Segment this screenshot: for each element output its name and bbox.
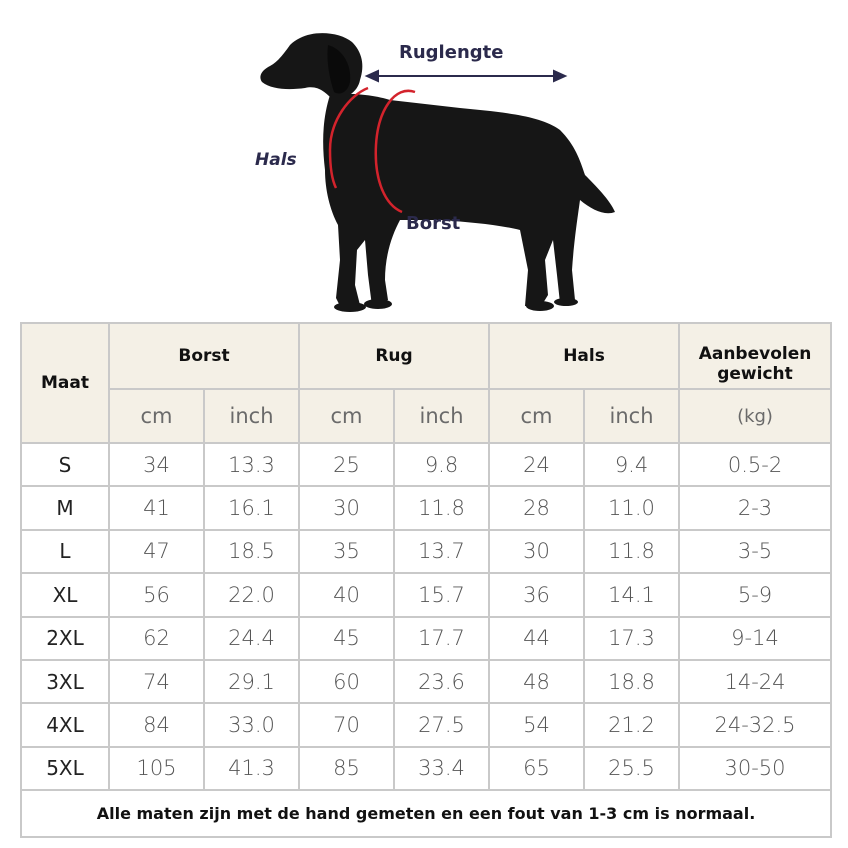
- cell-rug-cm: 70: [298, 702, 396, 748]
- cell-gewicht: 30-50: [678, 745, 833, 792]
- size-rows: S 34 13.3 25 9.8 24 9.4 0.5-2 M 41 16.1 30 11.8 28 11.…: [20, 441, 833, 792]
- header-maat: Maat: [20, 322, 110, 444]
- unit-gewicht: (kg): [678, 388, 833, 444]
- cell-borst-inch: 41.3: [202, 745, 301, 792]
- cell-borst-cm: 74: [108, 658, 205, 705]
- cell-borst-cm: 56: [108, 572, 205, 618]
- cell-hals-cm: 36: [488, 572, 586, 618]
- back-length-arrow: [364, 69, 568, 83]
- cell-hals-inch: 18.8: [583, 658, 681, 705]
- size-label: XL: [20, 572, 110, 618]
- cell-rug-inch: 17.7: [393, 615, 491, 661]
- cell-hals-cm: 54: [488, 702, 586, 748]
- cell-hals-cm: 44: [488, 615, 586, 661]
- table-row: XL 56 22.0 40 15.7 36 14.1 5-9: [20, 572, 833, 618]
- cell-hals-cm: 65: [488, 745, 586, 792]
- neck-label: Hals: [255, 150, 297, 170]
- cell-borst-inch: 16.1: [202, 485, 301, 531]
- cell-borst-cm: 105: [108, 745, 205, 792]
- cell-hals-inch: 11.0: [583, 485, 681, 531]
- size-label: L: [20, 528, 110, 575]
- size-table: Maat Borst Rug Hals Aanbevolen gewicht c…: [19, 322, 833, 839]
- cell-rug-inch: 27.5: [393, 702, 491, 748]
- size-label: 5XL: [20, 745, 110, 792]
- cell-borst-cm: 62: [108, 615, 205, 661]
- cell-rug-cm: 35: [298, 528, 396, 575]
- cell-rug-inch: 15.7: [393, 572, 491, 618]
- cell-borst-cm: 84: [108, 702, 205, 748]
- cell-gewicht: 3-5: [678, 528, 833, 575]
- table-row: S 34 13.3 25 9.8 24 9.4 0.5-2: [20, 441, 833, 488]
- cell-rug-cm: 25: [298, 441, 396, 488]
- cell-rug-cm: 30: [298, 485, 396, 531]
- cell-rug-inch: 23.6: [393, 658, 491, 705]
- dog-silhouette: [260, 33, 615, 312]
- cell-borst-cm: 41: [108, 485, 205, 531]
- size-label: 4XL: [20, 702, 110, 748]
- size-label: S: [20, 441, 110, 488]
- cell-rug-inch: 9.8: [393, 441, 491, 488]
- unit-rug-inch: inch: [393, 388, 491, 444]
- unit-rug-cm: cm: [298, 388, 396, 444]
- cell-borst-inch: 18.5: [202, 528, 301, 575]
- cell-rug-inch: 11.8: [393, 485, 491, 531]
- cell-borst-cm: 47: [108, 528, 205, 575]
- cell-rug-cm: 45: [298, 615, 396, 661]
- cell-gewicht: 0.5-2: [678, 441, 833, 488]
- cell-rug-inch: 13.7: [393, 528, 491, 575]
- size-label: M: [20, 485, 110, 531]
- cell-rug-inch: 33.4: [393, 745, 491, 792]
- footnote: Alle maten zijn met de hand gemeten en e…: [19, 789, 833, 839]
- cell-borst-inch: 22.0: [202, 572, 301, 618]
- back-length-label: Ruglengte: [399, 42, 504, 63]
- cell-rug-cm: 85: [298, 745, 396, 792]
- cell-borst-cm: 34: [108, 441, 205, 488]
- cell-rug-cm: 40: [298, 572, 396, 618]
- table-row: M 41 16.1 30 11.8 28 11.0 2-3: [20, 485, 833, 531]
- chest-label: Borst: [406, 213, 461, 234]
- size-label: 3XL: [20, 658, 110, 705]
- cell-rug-cm: 60: [298, 658, 396, 705]
- cell-borst-inch: 29.1: [202, 658, 301, 705]
- unit-borst-inch: inch: [202, 388, 301, 444]
- cell-hals-cm: 24: [488, 441, 586, 488]
- cell-gewicht: 14-24: [678, 658, 833, 705]
- table-row: 2XL 62 24.4 45 17.7 44 17.3 9-14: [20, 615, 833, 661]
- size-label: 2XL: [20, 615, 110, 661]
- cell-hals-cm: 48: [488, 658, 586, 705]
- table-row: L 47 18.5 35 13.7 30 11.8 3-5: [20, 528, 833, 575]
- cell-hals-inch: 25.5: [583, 745, 681, 792]
- cell-gewicht: 2-3: [678, 485, 833, 531]
- cell-hals-cm: 28: [488, 485, 586, 531]
- dog-measurement-illustration: [260, 33, 615, 312]
- cell-borst-inch: 24.4: [202, 615, 301, 661]
- cell-gewicht: 5-9: [678, 572, 833, 618]
- cell-hals-inch: 14.1: [583, 572, 681, 618]
- cell-borst-inch: 13.3: [202, 441, 301, 488]
- table-row: 3XL 74 29.1 60 23.6 48 18.8 14-24: [20, 658, 833, 705]
- cell-gewicht: 24-32.5: [678, 702, 833, 748]
- cell-hals-inch: 17.3: [583, 615, 681, 661]
- cell-hals-cm: 30: [488, 528, 586, 575]
- cell-hals-inch: 9.4: [583, 441, 681, 488]
- header-borst: Borst: [107, 322, 301, 390]
- cell-hals-inch: 11.8: [583, 528, 681, 575]
- header-rug: Rug: [298, 322, 491, 390]
- cell-hals-inch: 21.2: [583, 702, 681, 748]
- unit-hals-inch: inch: [583, 388, 681, 444]
- header-hals: Hals: [488, 322, 681, 390]
- cell-borst-inch: 33.0: [202, 702, 301, 748]
- table-row: 5XL 105 41.3 85 33.4 65 25.5 30-50: [20, 745, 833, 792]
- header-gewicht: Aanbevolen gewicht: [678, 322, 833, 390]
- measure-lines: [328, 86, 416, 214]
- table-row: 4XL 84 33.0 70 27.5 54 21.2 24-32.5: [20, 702, 833, 748]
- cell-gewicht: 9-14: [678, 615, 833, 661]
- unit-borst-cm: cm: [108, 388, 205, 444]
- unit-hals-cm: cm: [488, 388, 586, 444]
